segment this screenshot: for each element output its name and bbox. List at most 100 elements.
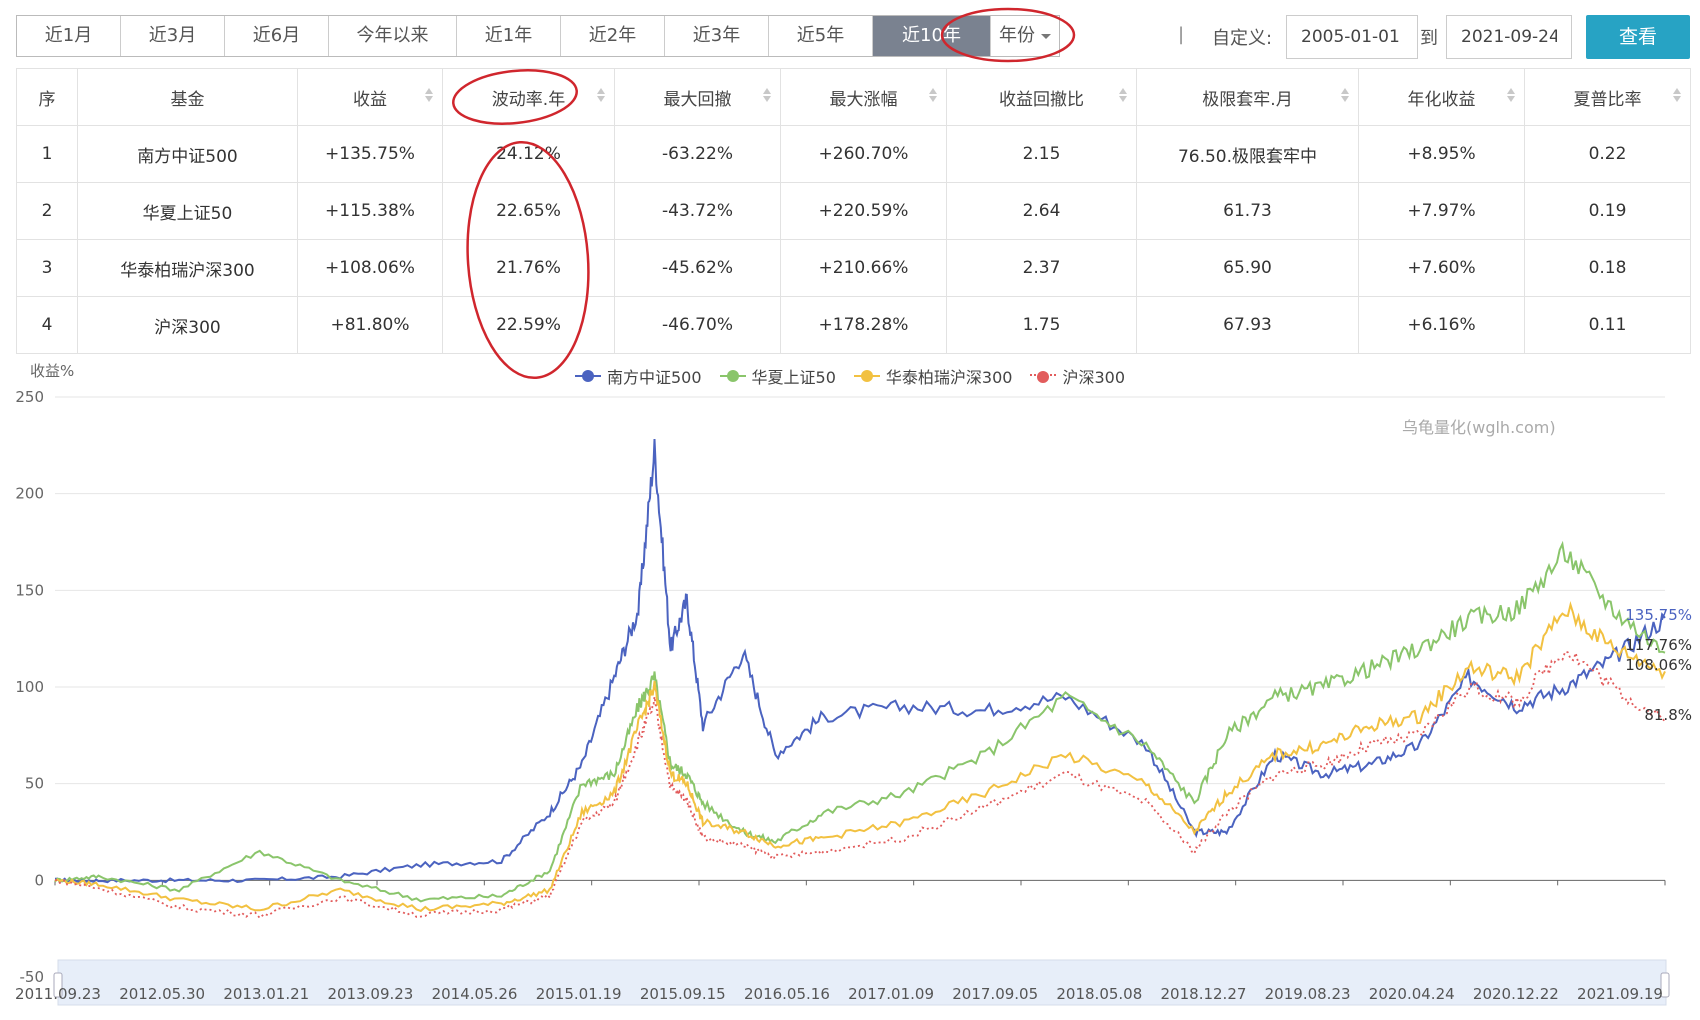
chevron-down-icon	[1041, 33, 1051, 39]
column-header-9[interactable]: 夏普比率	[1524, 68, 1691, 126]
zoom-handle-left	[53, 972, 63, 998]
legend-item[interactable]: 沪深300	[1030, 364, 1125, 388]
table-cell[interactable]: 华夏上证50	[77, 182, 298, 240]
column-header-5[interactable]: 最大涨幅	[780, 68, 947, 126]
legend-marker	[1030, 371, 1057, 383]
sort-icon[interactable]	[1340, 88, 1350, 106]
x-tick-label: 2019.08.23	[1265, 985, 1351, 1003]
series-line	[54, 540, 1666, 903]
table-cell: 0.18	[1524, 239, 1691, 297]
series-line	[54, 438, 1666, 884]
range-button-0[interactable]: 近1月	[17, 16, 121, 56]
x-tick-label: 2020.12.22	[1473, 985, 1559, 1003]
x-tick-label: 2018.12.27	[1161, 985, 1247, 1003]
column-header-3[interactable]: 波动率.年	[442, 68, 615, 126]
column-header-label: 最大回撤	[663, 89, 732, 110]
sort-icon[interactable]	[424, 88, 434, 106]
range-button-4[interactable]: 近1年	[457, 16, 561, 56]
table-row: 4 沪深300 +81.80% 22.59% -46.70% +178.28% 1.75 67…	[16, 296, 1691, 354]
y-tick-label: 200	[15, 485, 44, 503]
column-header-1: 基金	[77, 68, 298, 126]
x-tick-label: 2012.05.30	[119, 985, 205, 1003]
table-cell: 24.12%	[442, 125, 615, 183]
sort-icon[interactable]	[596, 88, 606, 106]
table-cell: +220.59%	[780, 182, 947, 240]
sort-icon[interactable]	[1118, 88, 1128, 106]
column-header-4[interactable]: 最大回撤	[614, 68, 781, 126]
y-tick-label: 0	[34, 871, 44, 889]
table-cell[interactable]: 南方中证500	[77, 125, 298, 183]
end-date-input[interactable]	[1446, 15, 1572, 59]
y-tick-label: 50	[25, 775, 44, 793]
series-line	[54, 649, 1666, 920]
start-date-input[interactable]	[1286, 15, 1418, 59]
table-cell: -43.72%	[614, 182, 781, 240]
sort-icon[interactable]	[928, 88, 938, 106]
table-cell: 2.64	[946, 182, 1137, 240]
column-header-0: 序	[16, 68, 78, 126]
table-cell: +260.70%	[780, 125, 947, 183]
table-cell: 22.59%	[442, 296, 615, 354]
column-header-label: 基金	[170, 89, 205, 110]
column-header-8[interactable]: 年化收益	[1358, 68, 1525, 126]
table-cell: -63.22%	[614, 125, 781, 183]
year-dropdown[interactable]: 年份	[991, 16, 1059, 56]
column-header-label: 夏普比率	[1573, 89, 1642, 110]
table-cell: +178.28%	[780, 296, 947, 354]
column-header-2[interactable]: 收益	[297, 68, 443, 126]
range-button-3[interactable]: 今年以来	[329, 16, 457, 56]
range-button-5[interactable]: 近2年	[561, 16, 665, 56]
table-cell: +6.16%	[1358, 296, 1525, 354]
sort-icon[interactable]	[1672, 88, 1682, 106]
zoom-handle-right	[1660, 972, 1670, 998]
legend-item[interactable]: 华泰柏瑞沪深300	[853, 364, 1012, 388]
query-button[interactable]: 查看	[1586, 15, 1690, 59]
range-button-6[interactable]: 近3年	[665, 16, 769, 56]
table-cell[interactable]: 华泰柏瑞沪深300	[77, 239, 298, 297]
range-button-1[interactable]: 近3月	[121, 16, 225, 56]
x-tick-label: 2017.09.05	[952, 985, 1038, 1003]
x-tick-label: 2016.05.16	[744, 985, 830, 1003]
table-cell[interactable]: 沪深300	[77, 296, 298, 354]
column-header-label: 序	[38, 89, 56, 110]
column-header-label: 最大涨幅	[829, 89, 898, 110]
x-tick-label: 2020.04.24	[1369, 985, 1455, 1003]
column-header-6[interactable]: 收益回撤比	[946, 68, 1137, 126]
table-cell: -46.70%	[614, 296, 781, 354]
table-cell: +115.38%	[297, 182, 443, 240]
range-button-7[interactable]: 近5年	[769, 16, 873, 56]
table-cell: 0.22	[1524, 125, 1691, 183]
separator: |	[1178, 24, 1185, 45]
range-button-8[interactable]: 近10年	[873, 16, 991, 56]
table-cell: +81.80%	[297, 296, 443, 354]
chart-legend: 南方中证500 华夏上证50 华泰柏瑞沪深300 沪深300	[575, 364, 1125, 388]
y-axis-title: 收益%	[30, 362, 75, 380]
table-cell: 76.50.极限套牢中	[1136, 125, 1359, 183]
sort-icon[interactable]	[762, 88, 772, 106]
x-tick-label: 2015.09.15	[640, 985, 726, 1003]
legend-item[interactable]: 南方中证500	[575, 364, 702, 388]
column-header-7[interactable]: 极限套牢.月	[1136, 68, 1359, 126]
table-cell: 21.76%	[442, 239, 615, 297]
table-cell: +210.66%	[780, 239, 947, 297]
table-cell: 22.65%	[442, 182, 615, 240]
legend-label: 华夏上证50	[751, 368, 836, 387]
table-cell: +7.60%	[1358, 239, 1525, 297]
table-cell: 2.15	[946, 125, 1137, 183]
table-row: 3 华泰柏瑞沪深300 +108.06% 21.76% -45.62% +210.66% 2…	[16, 239, 1691, 297]
legend-label: 南方中证500	[607, 368, 702, 387]
table-cell: 65.90	[1136, 239, 1359, 297]
range-button-2[interactable]: 近6月	[225, 16, 329, 56]
x-tick-label: 2014.05.26	[432, 985, 518, 1003]
y-tick-label: -50	[20, 968, 45, 986]
x-tick-label: 2011.09.23	[15, 985, 101, 1003]
legend-item[interactable]: 华夏上证50	[719, 364, 836, 388]
table-cell: +108.06%	[297, 239, 443, 297]
table-cell: 2.37	[946, 239, 1137, 297]
year-dropdown-label: 年份	[999, 25, 1035, 46]
y-tick-label: 100	[15, 678, 44, 696]
sort-icon[interactable]	[1506, 88, 1516, 106]
table-cell: 2	[16, 182, 78, 240]
table-cell: +135.75%	[297, 125, 443, 183]
table-row: 2 华夏上证50 +115.38% 22.65% -43.72% +220.59% 2.64…	[16, 182, 1691, 240]
